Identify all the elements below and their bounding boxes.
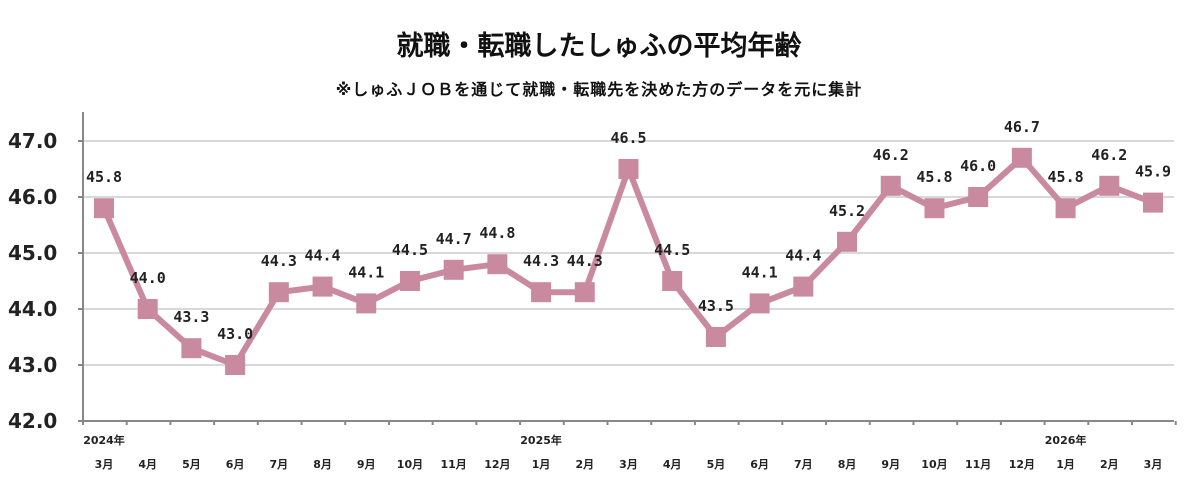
data-label: 45.2 — [829, 202, 865, 220]
data-label: 46.2 — [1091, 146, 1127, 164]
x-tick-label: 2月 — [575, 458, 594, 471]
data-point-marker — [880, 175, 901, 196]
data-point-marker — [662, 271, 683, 291]
data-point-marker — [749, 293, 770, 314]
x-tick-label: 3月 — [619, 458, 638, 471]
x-tick-label: 6月 — [226, 458, 245, 471]
x-tick-label: 8月 — [313, 458, 332, 471]
data-point-marker — [574, 282, 595, 303]
data-point-marker — [968, 187, 989, 207]
year-label: 2025年 — [520, 433, 562, 447]
data-label: 44.4 — [785, 247, 821, 265]
data-point-marker — [225, 355, 246, 375]
data-label: 44.3 — [567, 252, 603, 270]
x-tick-label: 11月 — [965, 458, 991, 471]
year-label: 2024年 — [83, 433, 125, 447]
data-label: 45.8 — [86, 168, 122, 186]
data-label: 44.5 — [654, 241, 690, 259]
data-label: 43.0 — [217, 325, 253, 343]
x-tick-label: 10月 — [921, 458, 947, 471]
data-label: 44.4 — [304, 247, 340, 265]
data-label: 44.7 — [436, 230, 472, 248]
data-point-marker — [268, 282, 289, 303]
x-tick-label: 3月 — [95, 458, 114, 471]
data-point-marker — [531, 282, 552, 303]
year-label: 2026年 — [1045, 433, 1087, 447]
data-point-marker — [837, 231, 858, 252]
data-label: 44.8 — [479, 224, 515, 242]
data-point-marker — [356, 293, 377, 314]
x-tick-label: 11月 — [441, 458, 467, 471]
data-label: 45.8 — [1048, 168, 1084, 186]
x-tick-label: 9月 — [881, 458, 900, 471]
data-point-marker — [705, 327, 726, 347]
data-label: 44.5 — [392, 241, 428, 259]
data-label: 43.3 — [173, 308, 209, 326]
data-point-marker — [793, 276, 814, 297]
chart-subtitle: ※しゅふＪＯＢを通じて就職・転職先を決めた方のデータを元に集計 — [335, 80, 863, 99]
data-point-marker — [487, 254, 508, 275]
y-tick-label: 43.0 — [8, 353, 57, 377]
x-tick-label: 1月 — [1056, 458, 1075, 471]
data-point-marker — [443, 259, 464, 280]
y-tick-label: 44.0 — [8, 297, 57, 321]
data-label: 46.7 — [1004, 118, 1040, 136]
data-point-marker — [924, 198, 945, 219]
data-label: 44.3 — [261, 252, 297, 270]
data-point-marker — [312, 276, 333, 297]
x-tick-label: 5月 — [182, 458, 201, 471]
x-tick-label: 7月 — [270, 458, 289, 471]
data-label: 44.1 — [348, 263, 384, 281]
data-point-marker — [137, 299, 158, 319]
x-tick-label: 12月 — [484, 458, 510, 471]
x-tick-label: 8月 — [838, 458, 857, 471]
x-tick-label: 6月 — [750, 458, 769, 471]
data-point-marker — [1099, 175, 1120, 196]
data-label: 43.5 — [698, 297, 734, 315]
data-label: 45.9 — [1135, 163, 1171, 181]
x-tick-label: 2月 — [1100, 458, 1119, 471]
x-tick-label: 3月 — [1144, 458, 1163, 471]
y-tick-label: 42.0 — [8, 409, 57, 433]
x-tick-label: 5月 — [707, 458, 726, 471]
y-tick-label: 47.0 — [8, 129, 57, 153]
data-label: 46.5 — [610, 129, 646, 147]
data-point-marker — [1143, 192, 1163, 213]
chart-title: 就職・転職したしゅふの平均年齢 — [396, 31, 802, 62]
data-label: 46.0 — [960, 157, 996, 175]
x-tick-label: 1月 — [532, 458, 551, 471]
data-label: 46.2 — [873, 146, 909, 164]
x-tick-label: 12月 — [1009, 458, 1035, 471]
data-point-marker — [1011, 147, 1032, 168]
data-label: 44.1 — [742, 263, 778, 281]
data-point-marker — [399, 271, 420, 291]
data-point-marker — [1055, 198, 1076, 219]
x-tick-label: 7月 — [794, 458, 813, 471]
data-point-marker — [181, 338, 202, 359]
data-label: 45.8 — [916, 168, 952, 186]
x-tick-label: 4月 — [663, 458, 682, 471]
x-tick-label: 4月 — [138, 458, 157, 471]
data-point-marker — [618, 159, 639, 179]
y-tick-label: 45.0 — [8, 241, 57, 265]
data-point-marker — [94, 198, 114, 219]
data-label: 44.3 — [523, 252, 559, 270]
y-tick-label: 46.0 — [8, 185, 57, 209]
x-tick-label: 10月 — [397, 458, 423, 471]
data-label: 44.0 — [130, 269, 166, 287]
x-tick-label: 9月 — [357, 458, 376, 471]
